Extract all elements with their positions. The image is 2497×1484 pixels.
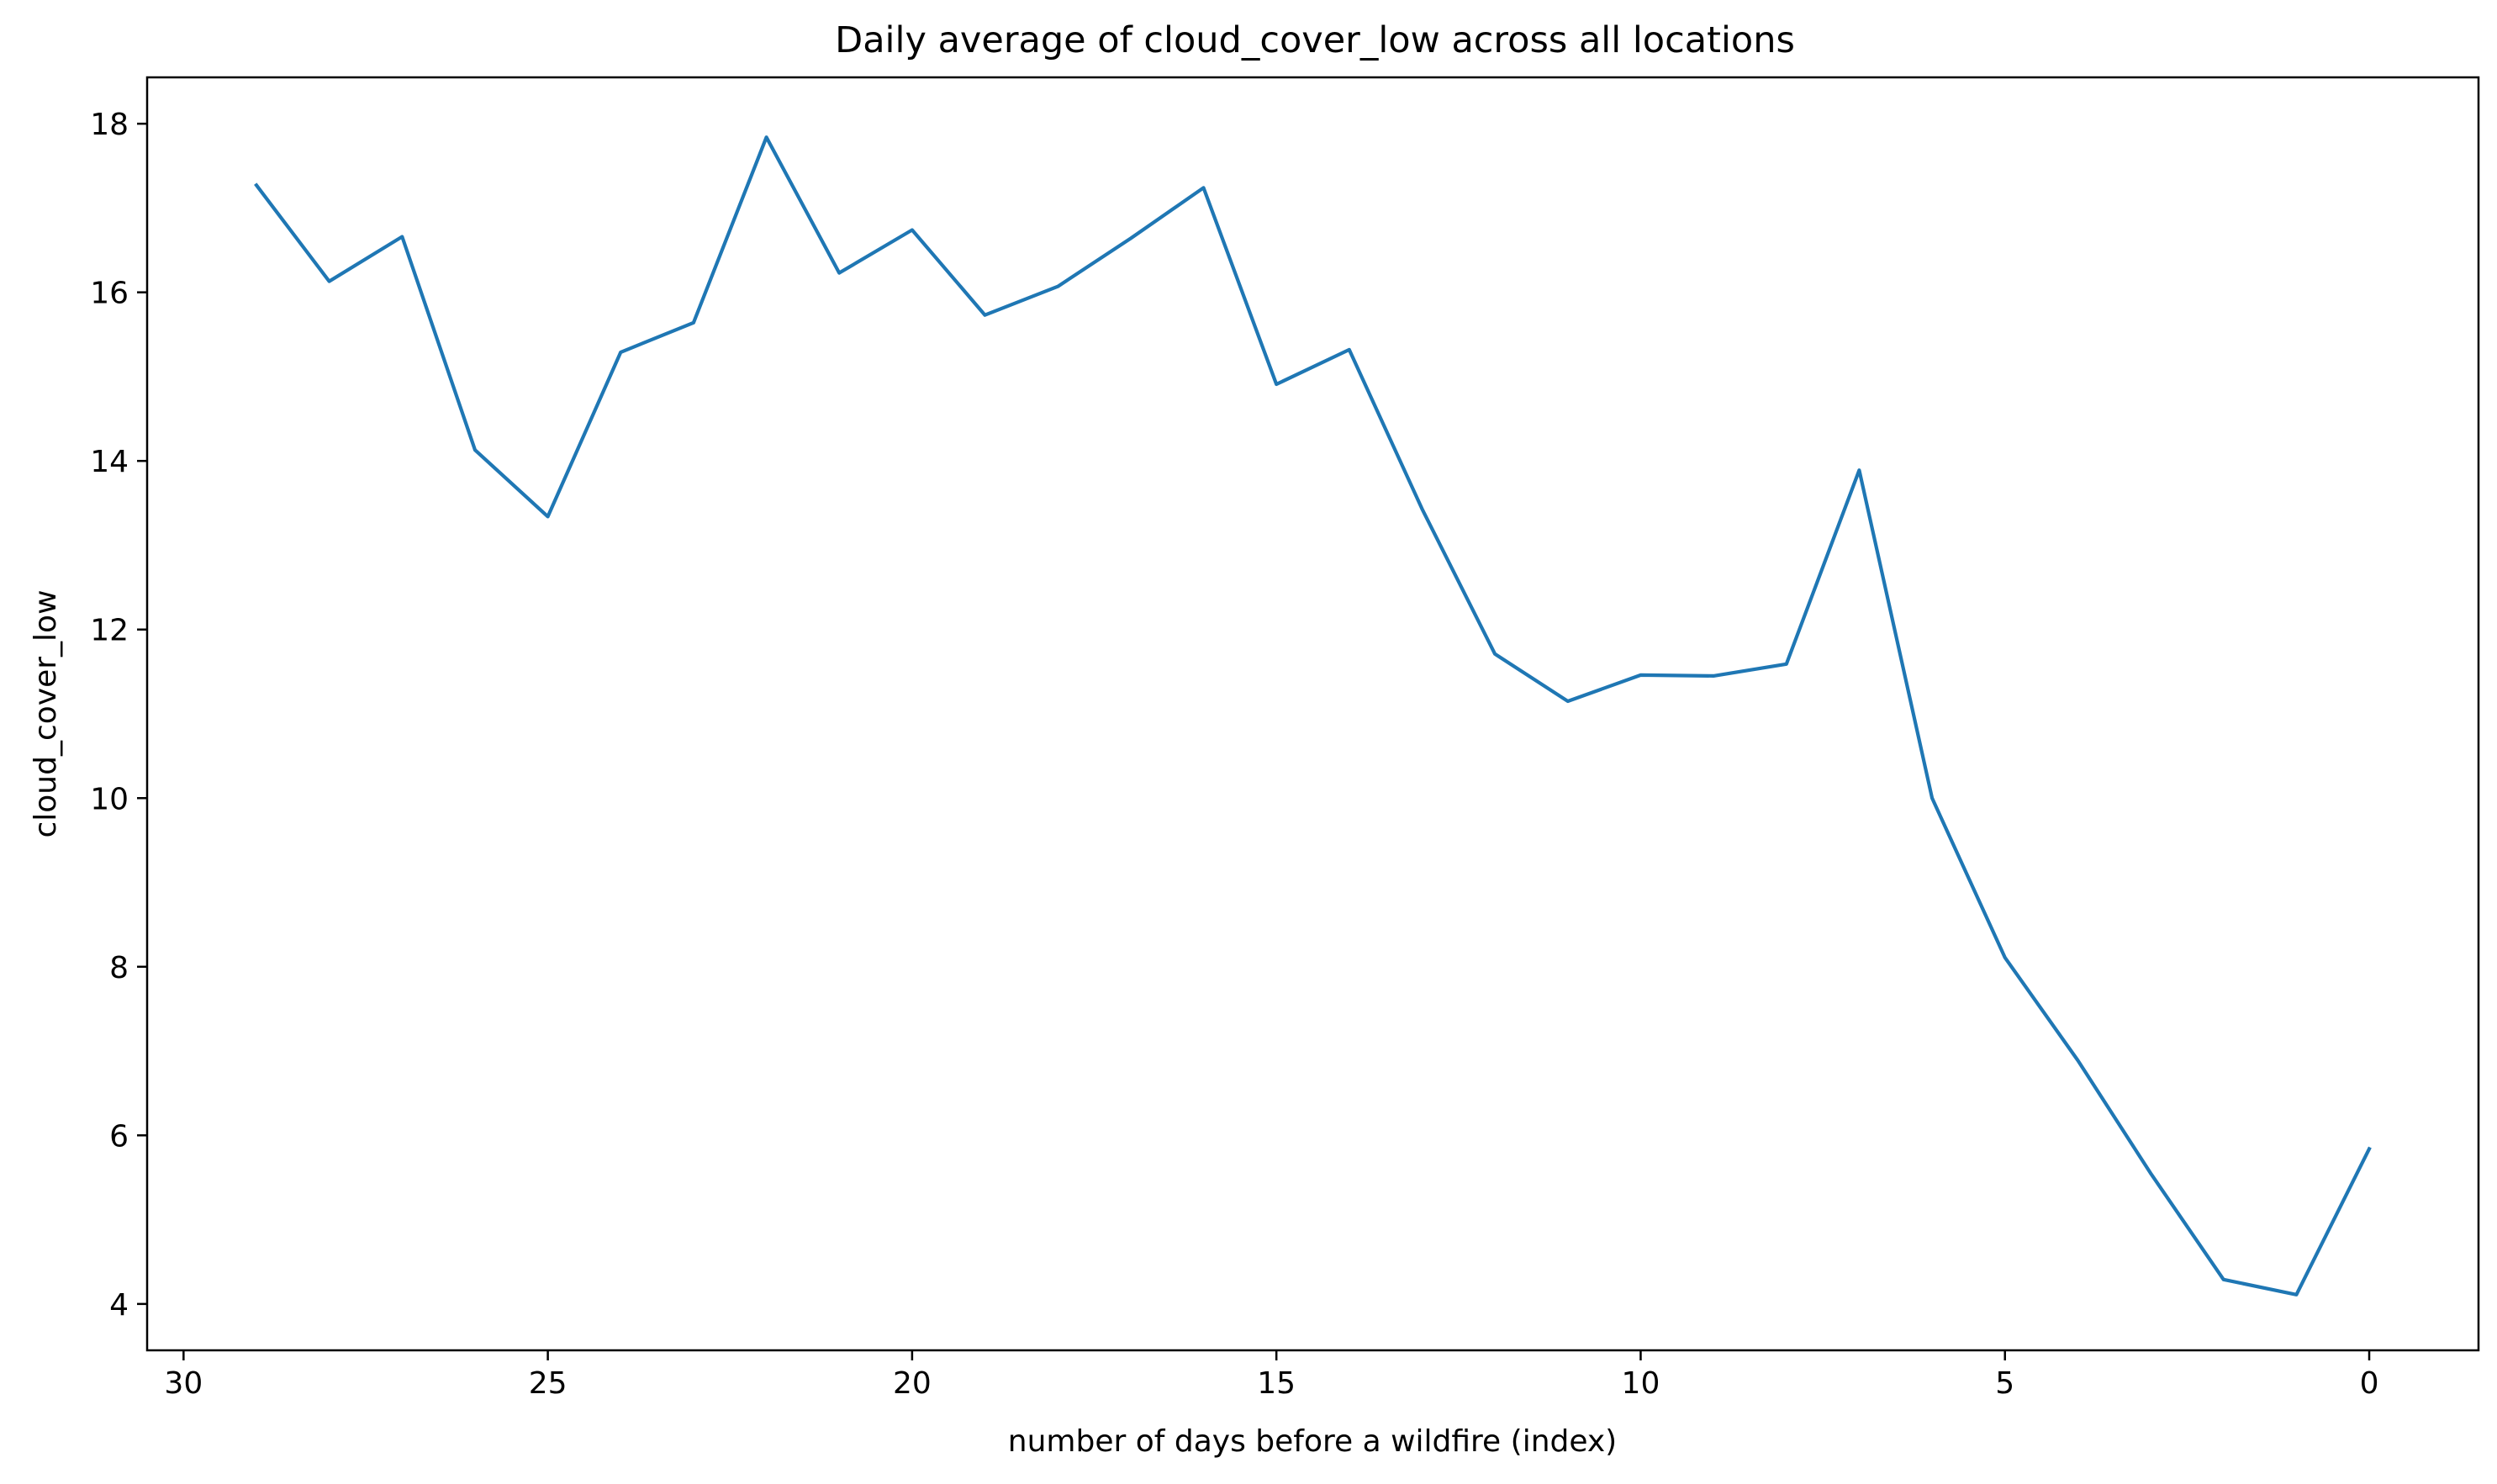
- y-tick-label: 10: [90, 782, 129, 816]
- x-axis-label: number of days before a wildfire (index): [1008, 1424, 1617, 1459]
- series-layer: [254, 135, 2372, 1297]
- y-tick-label: 8: [109, 951, 129, 985]
- y-tick-label: 18: [90, 108, 129, 142]
- y-tick-label: 6: [109, 1119, 129, 1154]
- series-line: [254, 135, 2372, 1297]
- plot-area: [145, 76, 2480, 1352]
- y-tick-label: 4: [109, 1288, 129, 1323]
- plot-frame: [145, 76, 2480, 1352]
- chart-title: Daily average of cloud_cover_low across …: [835, 19, 1795, 61]
- y-tick-label: 14: [90, 445, 129, 479]
- y-tick-label: 12: [90, 614, 129, 648]
- x-tick-label: 25: [529, 1366, 568, 1401]
- x-tick-label: 10: [1622, 1366, 1660, 1401]
- y-tick-label: 16: [90, 277, 129, 311]
- x-axis: 30 25 20 15 10 5 0: [164, 1350, 2378, 1401]
- y-axis: 4 6 8 10 12 14 16 18: [90, 108, 147, 1323]
- y-axis-label: cloud_cover_low: [29, 589, 63, 837]
- x-tick-label: 30: [164, 1366, 203, 1401]
- x-tick-label: 5: [1995, 1366, 2014, 1401]
- x-tick-label: 20: [893, 1366, 932, 1401]
- x-tick-label: 15: [1257, 1366, 1296, 1401]
- x-tick-label: 0: [2360, 1366, 2379, 1401]
